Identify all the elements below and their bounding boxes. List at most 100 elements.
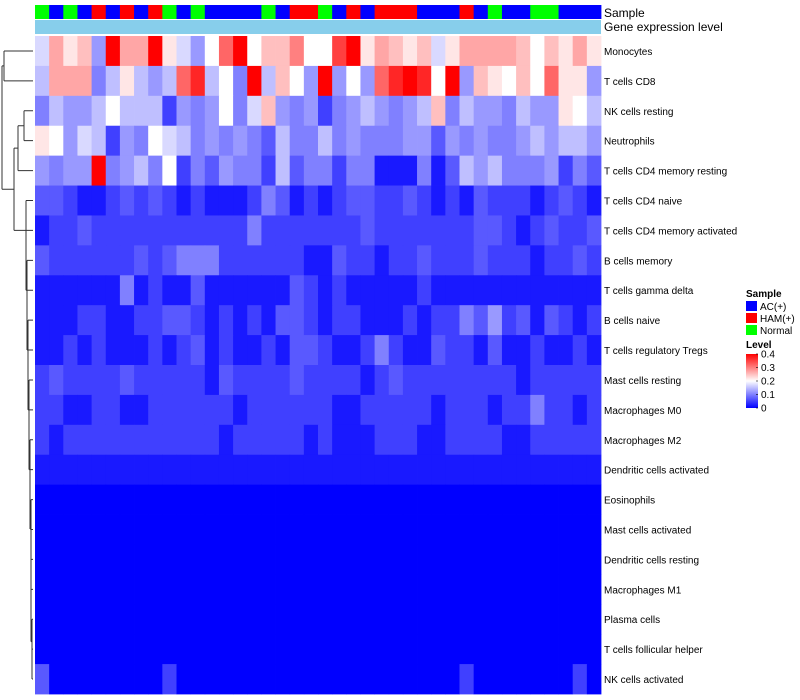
heatmap-cell [501,95,517,127]
heatmap-cell [176,245,192,276]
heatmap-cell [572,574,588,605]
heatmap-cell [233,275,248,306]
heatmap-cell [63,185,78,216]
heatmap-cell [261,514,276,545]
heatmap-cell [586,664,602,695]
heatmap-cell [190,155,206,186]
heatmap-cell [572,634,588,665]
heatmap-cell [105,155,121,186]
heatmap-cell [190,95,206,127]
heatmap-cell [63,275,78,306]
heatmap-cell [134,365,149,396]
heatmap-cell [501,335,517,366]
heatmap-cell [346,365,361,396]
heatmap-cell [190,305,206,336]
heatmap-cell [35,36,50,67]
heatmap-cell [516,335,531,366]
heatmap-cell [275,365,291,396]
heatmap-cell [318,185,333,216]
heatmap-cell [148,574,163,605]
heatmap-cell [49,484,64,515]
heatmap-cell [417,514,432,545]
heatmap-cell [105,574,121,605]
heatmap-cell [91,365,107,396]
row-label: NK cells activated [604,675,683,686]
heatmap-cell [388,664,404,695]
heatmap-cell [332,514,347,545]
heatmap-cell [473,36,489,67]
heatmap-cell [91,664,107,695]
heatmap-cell [218,484,234,515]
heatmap-cell [289,664,305,695]
heatmap-cell [204,484,220,515]
heatmap-cell [332,544,347,575]
heatmap-cell [49,664,64,695]
heatmap-cell [558,95,574,127]
sample-annotation-cell [63,5,78,19]
heatmap-cell [247,155,262,186]
heatmap-cell [303,335,319,366]
heatmap-cell [360,365,375,396]
heatmap-cell [35,185,50,216]
heatmap-cell [176,36,192,67]
heatmap-cell [417,215,432,246]
heatmap-cell [402,215,418,246]
heatmap-cell [473,245,489,276]
heatmap-cell [516,95,531,127]
heatmap-cell [190,484,206,515]
heatmap-cell [162,544,177,575]
heatmap-cell [558,305,574,336]
heatmap-cell [332,185,347,216]
heatmap-cell [261,365,276,396]
heatmap-cell [35,65,50,97]
heatmap-cell [162,305,177,336]
heatmap-cell [275,275,291,306]
heatmap-cell [402,95,418,127]
heatmap-cell [402,604,418,635]
heatmap-cell [77,335,92,366]
legend-tick-label: 0.1 [761,390,775,401]
heatmap-cell [501,215,517,246]
heatmap-cell [431,514,446,545]
heatmap-cell [261,604,276,635]
heatmap-cell [105,305,121,336]
heatmap-cell [445,394,460,426]
heatmap-cell [275,185,291,216]
heatmap-cell [77,634,92,665]
heatmap-cell [289,394,305,426]
heatmap-cell [303,65,319,97]
heatmap-cell [544,335,559,366]
heatmap-cell [91,394,107,426]
legend-tick-label: 0.4 [761,350,775,361]
heatmap-cell [261,454,276,486]
heatmap-cell [261,484,276,515]
heatmap-cell [572,36,588,67]
heatmap-cell [544,275,559,306]
heatmap-cell [501,604,517,635]
heatmap-cell [572,454,588,486]
heatmap-cell [63,36,78,67]
heatmap-cell [318,125,333,157]
heatmap-cell [417,574,432,605]
heatmap-cell [516,365,531,396]
heatmap-cell [586,574,602,605]
heatmap-cell [572,394,588,426]
heatmap-cell [417,305,432,336]
heatmap-cell [218,424,234,456]
heatmap-cell [49,335,64,366]
heatmap-cell [388,424,404,456]
sample-annotation-cell [572,5,588,19]
heatmap-cell [247,275,262,306]
heatmap-cell [63,484,78,515]
sample-annotation-cell [516,5,531,19]
dendrogram-branch [13,147,26,231]
heatmap-cell [148,185,163,216]
heatmap-cell [374,634,390,665]
heatmap-cell [586,604,602,635]
heatmap-cell [516,514,531,545]
heatmap-cell [289,335,305,366]
heatmap-cell [105,275,121,306]
heatmap-cell [119,514,135,545]
heatmap-cell [162,155,177,186]
heatmap-cell [77,574,92,605]
